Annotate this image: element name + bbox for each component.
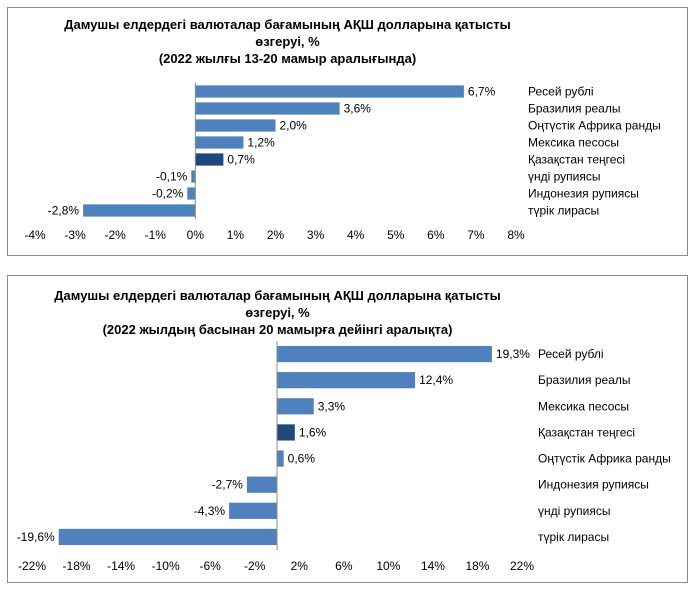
x-tick-label: 2%: [267, 228, 285, 242]
x-tick-label: 3%: [307, 228, 325, 242]
value-label: -19,6%: [17, 530, 55, 544]
bar-7: [83, 204, 196, 217]
chart-title-line-3: (2022 жылдың басынан 20 мамырға дейінгі …: [102, 322, 453, 337]
value-label: 0,7%: [227, 153, 255, 167]
category-label: Оңтүстік Африка ранды: [528, 119, 661, 133]
category-label: Ресей рублі: [528, 85, 594, 99]
x-tick-label: -18%: [63, 559, 91, 573]
chart-title-weekly: Дамушы елдердегі валюталар бағамының АҚШ…: [0, 16, 627, 67]
bar-4: [277, 450, 284, 467]
chart-title-line-3: (2022 жылғы 13-20 мамыр аралығында): [158, 51, 417, 66]
value-label: -0,1%: [156, 170, 188, 184]
x-tick-label: 22%: [510, 559, 534, 573]
bar-2: [277, 398, 314, 415]
bar-0: [277, 345, 492, 363]
category-label: түрік лирасы: [538, 530, 609, 544]
value-label: -2,8%: [48, 204, 80, 218]
x-tick-label: -3%: [64, 228, 86, 242]
x-tick-label: 18%: [465, 559, 489, 573]
value-label: 12,4%: [419, 373, 453, 387]
value-label: 19,3%: [496, 347, 530, 361]
category-label: Бразилия реалы: [528, 102, 620, 116]
x-tick-label: -2%: [244, 559, 266, 573]
x-tick-label: -22%: [18, 559, 46, 573]
category-label: Индонезия рупиясы: [538, 478, 649, 492]
x-tick-label: 5%: [387, 228, 405, 242]
value-label: -4,3%: [194, 504, 226, 518]
bar-1: [277, 372, 416, 389]
x-tick-label: -14%: [107, 559, 135, 573]
chart-title-line-1: Дамушы елдердегі валюталар бағамының АҚШ…: [54, 288, 501, 303]
category-label: Мексика песосы: [538, 399, 629, 413]
category-label: түрік лирасы: [528, 204, 599, 218]
value-label: 1,2%: [247, 136, 275, 150]
category-label: Қазақстан теңгесі: [528, 153, 625, 167]
chart-title-ytd: Дамушы елдердегі валюталар бағамының АҚШ…: [0, 287, 617, 338]
bar-7: [58, 528, 278, 546]
x-tick-label: 2%: [291, 559, 309, 573]
bar-1: [195, 102, 340, 115]
x-tick-label: 7%: [467, 228, 485, 242]
value-label: 0,6%: [288, 452, 316, 466]
bar-5: [246, 476, 277, 493]
x-tick-label: 4%: [347, 228, 365, 242]
chart-panel-weekly: Дамушы елдердегі валюталар бағамының АҚШ…: [7, 7, 688, 256]
bar-2: [195, 119, 276, 132]
value-label: 3,6%: [344, 102, 372, 116]
bar-4: [195, 153, 224, 166]
x-tick-label: 10%: [376, 559, 400, 573]
x-tick-label: -10%: [152, 559, 180, 573]
x-tick-label: -4%: [24, 228, 46, 242]
bar-6: [229, 502, 277, 519]
x-tick-label: 8%: [507, 228, 525, 242]
bar-0: [195, 85, 464, 98]
category-label: Қазақстан теңгесі: [538, 425, 635, 439]
bar-3: [277, 424, 295, 441]
value-label: -0,2%: [152, 187, 184, 201]
value-label: 6,7%: [468, 85, 496, 99]
x-tick-label: 0%: [187, 228, 205, 242]
bar-chart-weekly: 6,7% Ресей рублі 3,6% Бразилия реалы 2,0% Оңт…: [24, 83, 661, 242]
chart-panel-ytd: Дамушы елдердегі валюталар бағамының АҚШ…: [7, 275, 688, 583]
x-tick-label: 6%: [427, 228, 445, 242]
value-label: 1,6%: [299, 425, 327, 439]
x-tick-label: 14%: [421, 559, 445, 573]
x-tick-label: 1%: [227, 228, 245, 242]
category-label: үнді рупиясы: [538, 504, 611, 518]
x-tick-label: 6%: [335, 559, 353, 573]
bar-3: [195, 136, 244, 149]
category-label: Мексика песосы: [528, 136, 619, 150]
bar-5: [191, 170, 196, 183]
chart-title-line-2: өзгеруі, %: [245, 305, 310, 320]
category-label: Ресей рублі: [538, 347, 604, 361]
bar-chart-ytd: 19,3% Ресей рублі 12,4% Бразилия реалы 3,3% М…: [17, 341, 671, 573]
value-label: 3,3%: [318, 399, 346, 413]
value-label: -2,7%: [212, 478, 244, 492]
category-label: Оңтүстік Африка ранды: [538, 452, 671, 466]
value-label: 2,0%: [280, 119, 308, 133]
x-tick-label: -1%: [145, 228, 167, 242]
x-tick-label: -6%: [200, 559, 222, 573]
chart-title-line-1: Дамушы елдердегі валюталар бағамының АҚШ…: [64, 17, 511, 32]
category-label: Индонезия рупиясы: [528, 187, 639, 201]
chart-title-line-2: өзгеруі, %: [255, 34, 320, 49]
bar-6: [187, 187, 196, 200]
category-label: үнді рупиясы: [528, 170, 601, 184]
category-label: Бразилия реалы: [538, 373, 630, 387]
x-tick-label: -2%: [104, 228, 126, 242]
